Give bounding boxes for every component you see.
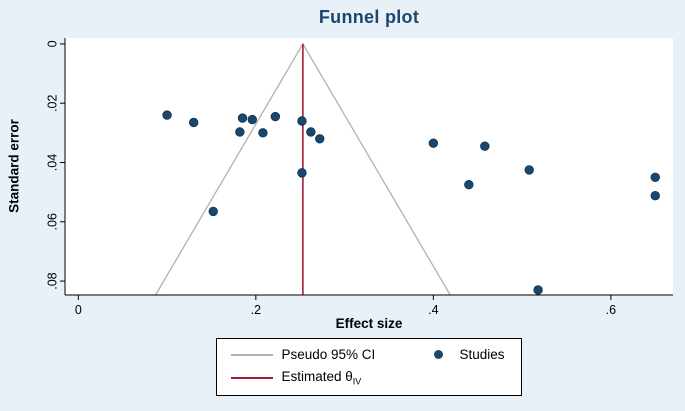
- legend-label-studies: Studies: [459, 347, 505, 362]
- study-point: [650, 172, 660, 183]
- y-tick-label: .08: [45, 272, 59, 289]
- x-tick-label: .2: [251, 303, 261, 317]
- study-point: [189, 117, 199, 128]
- study-point: [533, 285, 543, 295]
- study-point: [208, 206, 218, 217]
- study-point: [306, 127, 316, 137]
- x-tick-label: .4: [428, 303, 438, 317]
- estimate-line-sample: [231, 376, 274, 379]
- legend-label-estimated-base: Estimated θ: [281, 369, 353, 384]
- legend-wrap: Pseudo 95% CI Studies Estimated θIV: [65, 338, 673, 396]
- y-tick-label: .06: [45, 213, 59, 230]
- study-point: [480, 141, 490, 151]
- plot-background: [65, 38, 673, 295]
- chart-title: Funnel plot: [318, 7, 420, 27]
- study-point: [297, 116, 307, 126]
- study-point: [235, 127, 245, 137]
- legend: Pseudo 95% CI Studies Estimated θIV: [216, 338, 522, 396]
- x-tick-label: 0: [75, 303, 82, 317]
- study-point: [237, 113, 248, 123]
- legend-label-estimated: Estimated θIV: [281, 369, 504, 387]
- y-axis-title: Standard error: [6, 119, 22, 213]
- study-point: [297, 168, 307, 178]
- pseudo-ci-line-sample: [231, 353, 274, 356]
- study-point: [464, 180, 474, 190]
- study-point: [247, 114, 257, 125]
- studies-dot-sample: [433, 350, 443, 359]
- study-point: [162, 110, 172, 120]
- study-point: [315, 134, 325, 144]
- study-point: [524, 165, 534, 175]
- x-axis-title: Effect size: [335, 316, 403, 331]
- legend-label-estimated-subscript: IV: [352, 376, 362, 387]
- study-point: [428, 138, 439, 148]
- x-tick-label: .6: [606, 303, 616, 317]
- y-tick-label: 0: [45, 40, 59, 47]
- y-tick-label: .04: [45, 154, 59, 171]
- y-tick-label: .02: [45, 94, 59, 111]
- study-point: [270, 111, 281, 122]
- legend-label-pseudo-ci: Pseudo 95% CI: [281, 347, 376, 362]
- study-point: [650, 190, 660, 201]
- study-point: [258, 128, 268, 138]
